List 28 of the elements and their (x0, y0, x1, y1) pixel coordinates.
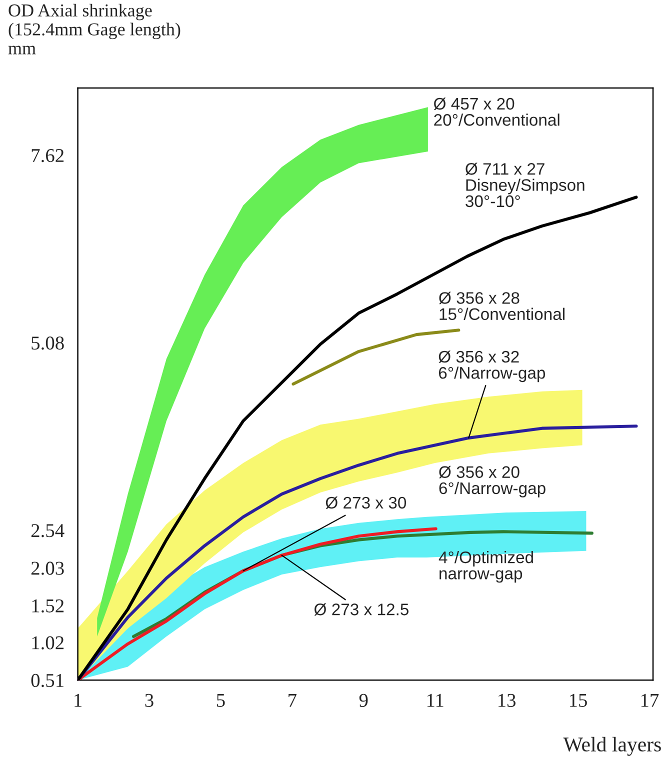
annotation: Ø 273 x 12.5 (314, 603, 408, 616)
x-tick-label: 1 (74, 694, 82, 707)
x-tick-label: 11 (427, 694, 444, 707)
y-axis-title: OD Axial shrinkage (152.4mm Gage length) mm (8, 4, 180, 54)
y-tick-label: 1.02 (32, 636, 64, 650)
x-tick-label: 3 (145, 694, 154, 707)
x-tick-label: 15 (570, 694, 587, 707)
annotation: Ø 273 x 30 (326, 496, 406, 509)
annotation: 4°/Optimized narrow-gap (438, 551, 533, 583)
annotation: Ø 457 x 20 20°/Conventional (434, 98, 560, 126)
annotation: Ø 356 x 32 6°/Narrow-gap (438, 350, 546, 382)
line-series (78, 424, 638, 680)
x-tick-label: 5 (216, 694, 225, 707)
x-tick-label: 9 (359, 694, 368, 707)
x-axis-title: Weld layers (563, 736, 661, 756)
y-tick-label: 1.52 (32, 599, 64, 613)
x-tick-label: 17 (641, 694, 659, 707)
annotation: Ø 711 x 27 Disney/Simpson 30°-10° (466, 162, 584, 208)
x-tick-label: 13 (498, 694, 516, 707)
annotation: Ø 356 x 20 6°/Narrow-gap (439, 466, 546, 498)
y-tick-label: 2.54 (31, 524, 64, 538)
y-tick-label: 2.03 (31, 562, 64, 575)
y-tick-label: 5.08 (32, 336, 64, 350)
y-tick-label: 7.62 (32, 149, 64, 162)
line-series (78, 527, 438, 680)
y-tick-label: 0.51 (31, 674, 64, 688)
x-tick-label: 7 (288, 694, 296, 707)
annotation: Ø 356 x 28 15°/Conventional (439, 292, 564, 320)
